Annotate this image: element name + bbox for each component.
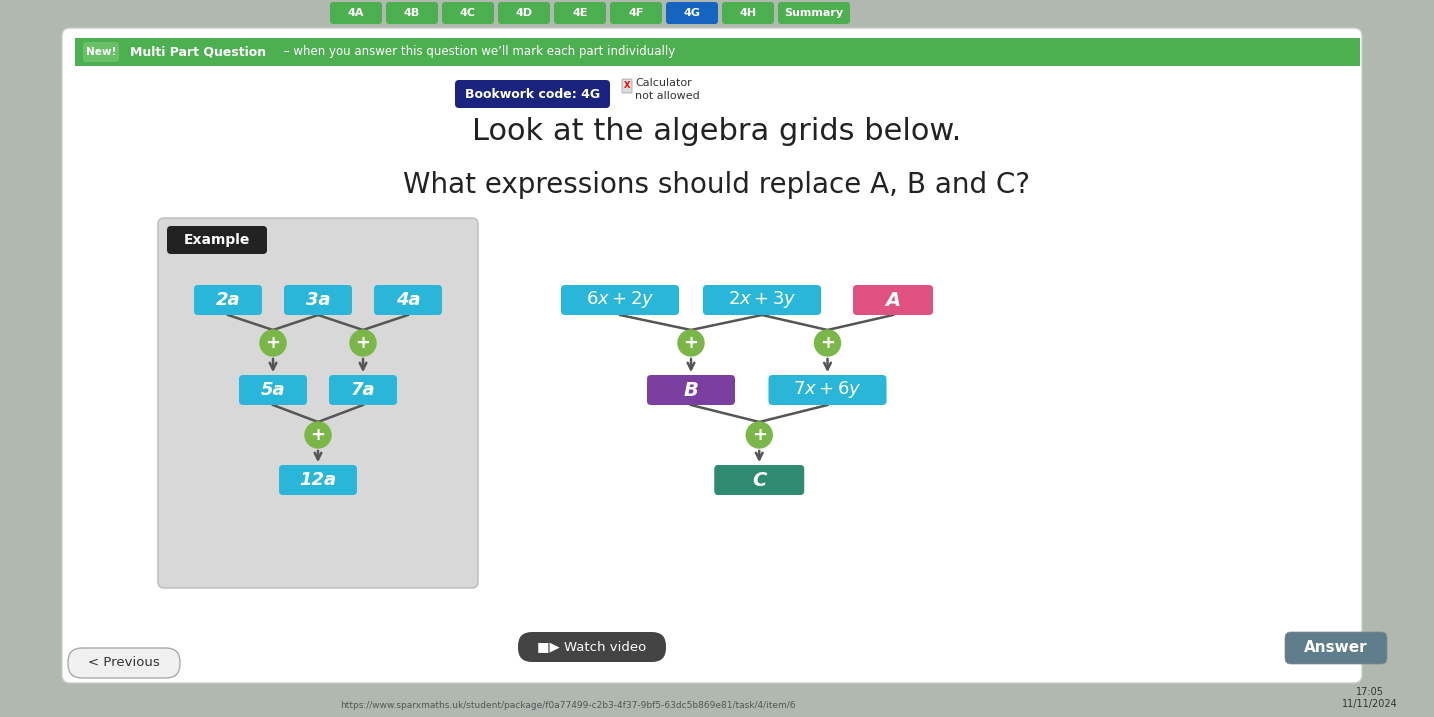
- Text: 12a: 12a: [300, 471, 337, 489]
- Text: 17:05
11/11/2024: 17:05 11/11/2024: [1342, 687, 1398, 709]
- FancyBboxPatch shape: [67, 648, 181, 678]
- Text: 3a: 3a: [305, 291, 330, 309]
- Text: Multi Part Question: Multi Part Question: [130, 45, 267, 59]
- Text: 4B: 4B: [404, 8, 420, 18]
- FancyBboxPatch shape: [622, 79, 632, 93]
- Text: +: +: [356, 334, 370, 352]
- Text: < Previous: < Previous: [87, 657, 159, 670]
- Text: – when you answer this question we’ll mark each part individually: – when you answer this question we’ll ma…: [280, 45, 675, 59]
- FancyBboxPatch shape: [647, 375, 736, 405]
- Circle shape: [678, 330, 704, 356]
- FancyBboxPatch shape: [714, 465, 804, 495]
- Circle shape: [350, 330, 376, 356]
- Text: 4A: 4A: [348, 8, 364, 18]
- Text: 4D: 4D: [515, 8, 532, 18]
- FancyBboxPatch shape: [455, 80, 609, 108]
- Text: $2x+3y$: $2x+3y$: [727, 290, 796, 310]
- FancyBboxPatch shape: [330, 2, 381, 24]
- Text: +: +: [311, 426, 326, 444]
- Text: https://www.sparxmaths.uk/student/package/f0a77499-c2b3-4f37-9bf5-63dc5b869e81/t: https://www.sparxmaths.uk/student/packag…: [340, 701, 796, 710]
- FancyBboxPatch shape: [703, 285, 822, 315]
- FancyBboxPatch shape: [62, 28, 1362, 683]
- FancyBboxPatch shape: [609, 2, 663, 24]
- Text: +: +: [684, 334, 698, 352]
- FancyBboxPatch shape: [721, 2, 774, 24]
- Text: A: A: [885, 290, 901, 310]
- FancyBboxPatch shape: [665, 2, 718, 24]
- Text: What expressions should replace A, B and C?: What expressions should replace A, B and…: [403, 171, 1031, 199]
- Text: Summary: Summary: [784, 8, 843, 18]
- Text: +: +: [265, 334, 281, 352]
- Text: B: B: [684, 381, 698, 399]
- Text: 4E: 4E: [572, 8, 588, 18]
- FancyBboxPatch shape: [561, 285, 680, 315]
- FancyBboxPatch shape: [280, 465, 357, 495]
- Text: Bookwork code: 4G: Bookwork code: 4G: [465, 87, 599, 100]
- Text: Calculator: Calculator: [635, 78, 691, 88]
- FancyBboxPatch shape: [328, 375, 397, 405]
- Text: Answer: Answer: [1304, 640, 1368, 655]
- Text: 4G: 4G: [684, 8, 700, 18]
- Text: 4C: 4C: [460, 8, 476, 18]
- Text: 4F: 4F: [628, 8, 644, 18]
- FancyBboxPatch shape: [498, 2, 551, 24]
- Text: $7x+6y$: $7x+6y$: [793, 379, 862, 401]
- Text: $6x+2y$: $6x+2y$: [585, 290, 654, 310]
- FancyBboxPatch shape: [158, 218, 478, 588]
- FancyBboxPatch shape: [442, 2, 493, 24]
- FancyBboxPatch shape: [518, 632, 665, 662]
- Text: 2a: 2a: [215, 291, 241, 309]
- FancyBboxPatch shape: [1285, 632, 1387, 664]
- FancyBboxPatch shape: [769, 375, 886, 405]
- Text: not allowed: not allowed: [635, 91, 700, 101]
- FancyBboxPatch shape: [75, 38, 1359, 66]
- Text: +: +: [751, 426, 767, 444]
- FancyBboxPatch shape: [284, 285, 351, 315]
- Text: C: C: [751, 470, 766, 490]
- Circle shape: [305, 422, 331, 448]
- Text: X: X: [624, 82, 631, 90]
- Text: ■▶ Watch video: ■▶ Watch video: [538, 640, 647, 653]
- Circle shape: [260, 330, 285, 356]
- FancyBboxPatch shape: [554, 2, 607, 24]
- Text: 7a: 7a: [351, 381, 376, 399]
- Text: +: +: [820, 334, 835, 352]
- Circle shape: [746, 422, 773, 448]
- Text: Example: Example: [184, 233, 250, 247]
- FancyBboxPatch shape: [194, 285, 262, 315]
- Text: 4H: 4H: [740, 8, 757, 18]
- FancyBboxPatch shape: [853, 285, 934, 315]
- FancyBboxPatch shape: [83, 42, 119, 62]
- FancyBboxPatch shape: [779, 2, 850, 24]
- FancyBboxPatch shape: [374, 285, 442, 315]
- FancyBboxPatch shape: [239, 375, 307, 405]
- Text: 5a: 5a: [261, 381, 285, 399]
- Text: 4a: 4a: [396, 291, 420, 309]
- Text: New!: New!: [86, 47, 116, 57]
- FancyBboxPatch shape: [166, 226, 267, 254]
- FancyBboxPatch shape: [386, 2, 437, 24]
- Circle shape: [815, 330, 840, 356]
- Text: Look at the algebra grids below.: Look at the algebra grids below.: [472, 118, 962, 146]
